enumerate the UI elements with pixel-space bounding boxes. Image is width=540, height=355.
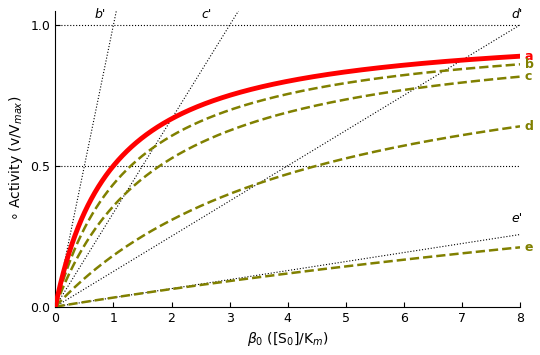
Text: e: e [525, 241, 533, 254]
Text: a: a [525, 50, 533, 63]
Text: d: d [525, 120, 534, 133]
Text: c: c [525, 70, 532, 83]
Text: c': c' [201, 8, 212, 21]
Text: b: b [525, 58, 534, 71]
Text: b': b' [95, 8, 106, 21]
Text: e': e' [511, 212, 523, 225]
X-axis label: $\beta_0$ ([S$_0$]/K$_m$): $\beta_0$ ([S$_0$]/K$_m$) [247, 330, 328, 348]
Text: d': d' [511, 8, 523, 21]
Y-axis label: $\circ$ Activity (v/V$_{max}$): $\circ$ Activity (v/V$_{max}$) [7, 96, 25, 222]
